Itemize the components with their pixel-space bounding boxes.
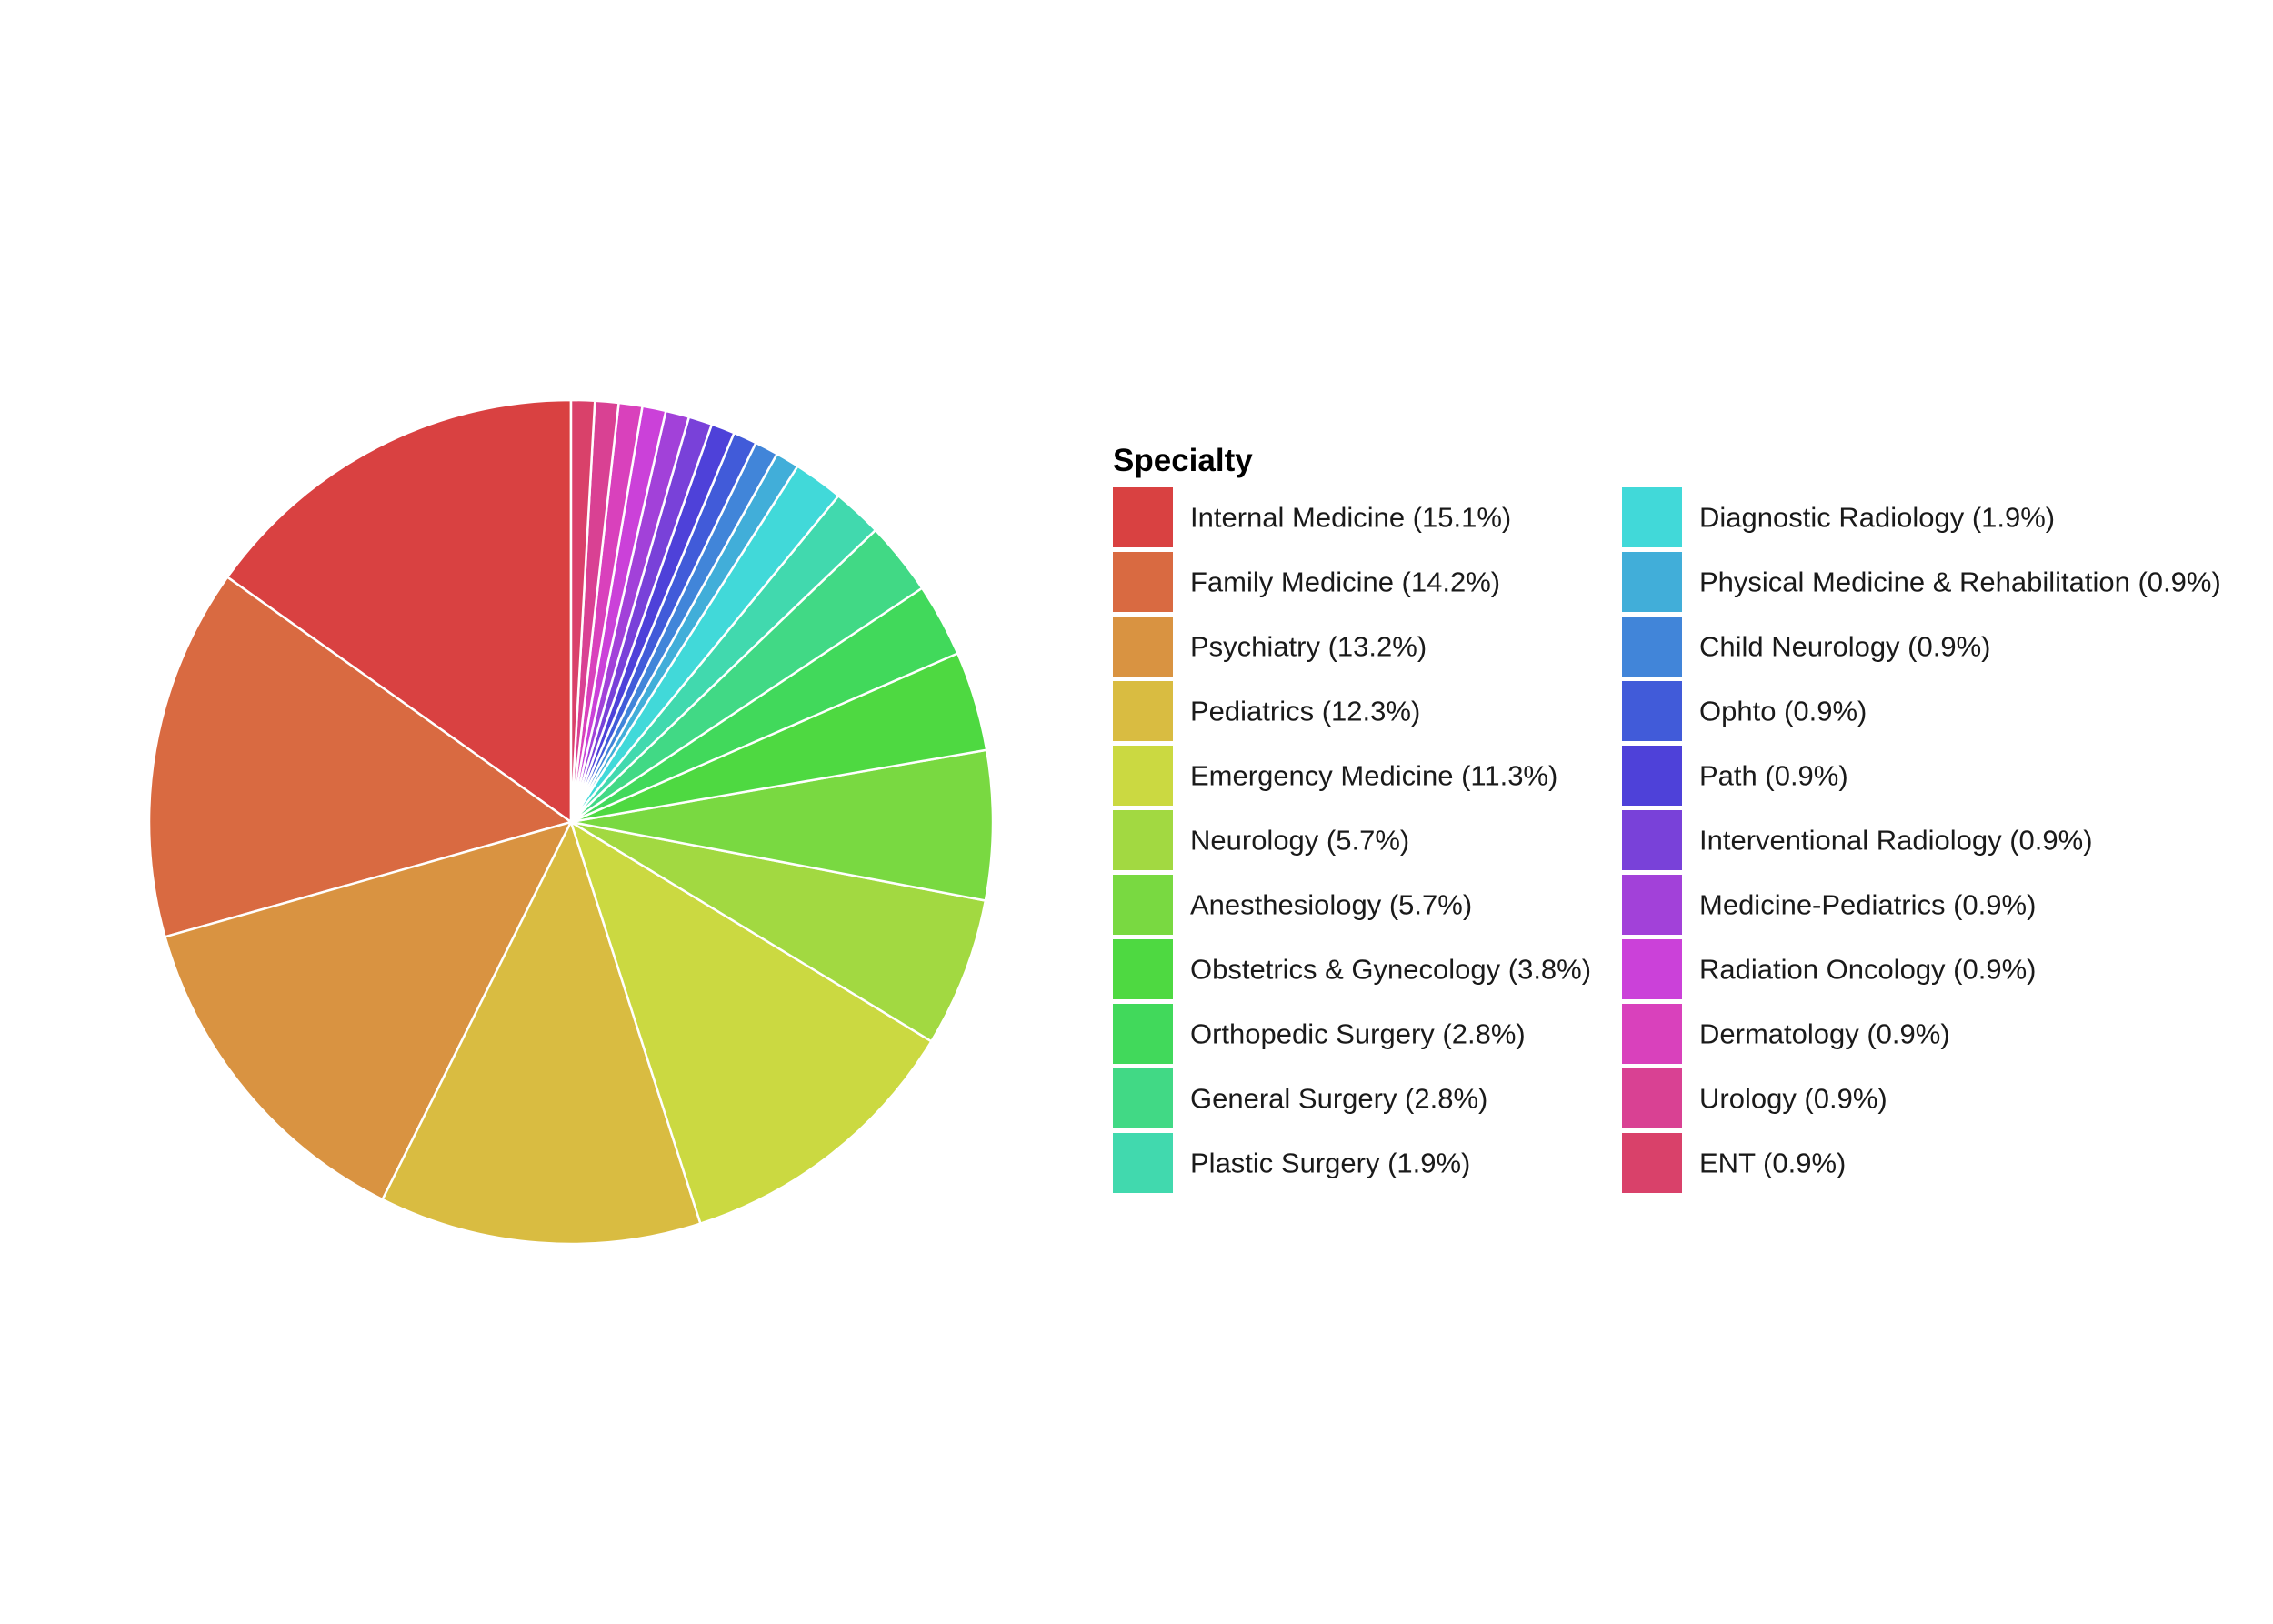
- legend-label: Physical Medicine & Rehabilitation (0.9%…: [1699, 566, 2221, 598]
- legend-swatch: [1622, 1004, 1682, 1064]
- legend-swatch: [1622, 552, 1682, 612]
- legend-swatch: [1622, 939, 1682, 999]
- legend-swatch: [1622, 487, 1682, 547]
- legend-swatch: [1113, 617, 1173, 677]
- legend: Specialty Internal Medicine (15.1%) Famil…: [1113, 443, 2221, 1193]
- legend-item-anesthesiology: Anesthesiology (5.7%): [1113, 875, 1472, 935]
- legend-label: Medicine-Pediatrics (0.9%): [1699, 889, 2036, 921]
- legend-item-orthopedic-surgery: Orthopedic Surgery (2.8%): [1113, 1004, 1526, 1064]
- legend-item-neurology: Neurology (5.7%): [1113, 810, 1409, 870]
- pie-slice-anesthesiology: [569, 748, 995, 902]
- legend-item-interventional-radiology: Interventional Radiology (0.9%): [1622, 810, 2093, 870]
- pie-slice-internal-medicine: [225, 398, 573, 824]
- legend-swatch: [1113, 1133, 1173, 1193]
- pie-slice-psychiatry: [164, 820, 573, 1201]
- legend-item-emergency-medicine: Emergency Medicine (11.3%): [1113, 746, 1557, 806]
- legend-label: Internal Medicine (15.1%): [1190, 502, 1511, 534]
- legend-swatch: [1622, 681, 1682, 741]
- pie-slice-neurology: [569, 820, 987, 1043]
- legend-swatch: [1113, 1068, 1173, 1128]
- legend-swatch: [1622, 617, 1682, 677]
- legend-item-diagnostic-radiology: Diagnostic Radiology (1.9%): [1622, 487, 2055, 547]
- legend-swatch: [1113, 552, 1173, 612]
- legend-label: Family Medicine (14.2%): [1190, 566, 1500, 598]
- legend-swatch: [1622, 746, 1682, 806]
- pie-slice-pediatrics: [381, 820, 702, 1246]
- pie-slice-ent: [569, 398, 596, 824]
- legend-label: Orthopedic Surgery (2.8%): [1190, 1018, 1526, 1050]
- legend-label: ENT (0.9%): [1699, 1148, 1846, 1179]
- legend-label: Path (0.9%): [1699, 760, 1848, 792]
- legend-label: General Surgery (2.8%): [1190, 1083, 1487, 1115]
- legend-item-pediatrics: Pediatrics (12.3%): [1113, 681, 1420, 741]
- legend-swatch: [1113, 681, 1173, 741]
- legend-swatch: [1113, 810, 1173, 870]
- legend-swatch: [1113, 939, 1173, 999]
- legend-swatch: [1113, 746, 1173, 806]
- legend-label: Ophto (0.9%): [1699, 696, 1867, 727]
- legend-swatch: [1113, 1004, 1173, 1064]
- legend-swatch: [1622, 1068, 1682, 1128]
- legend-item-internal-medicine: Internal Medicine (15.1%): [1113, 487, 1511, 547]
- legend-title: Specialty: [1113, 443, 1253, 478]
- legend-label: Child Neurology (0.9%): [1699, 631, 1990, 663]
- legend-item-urology: Urology (0.9%): [1622, 1068, 1887, 1128]
- legend-item-plastic-surgery: Plastic Surgery (1.9%): [1113, 1133, 1470, 1193]
- pie-slice-family-medicine: [147, 576, 573, 938]
- legend-label: Interventional Radiology (0.9%): [1699, 825, 2093, 857]
- legend-swatch: [1622, 1133, 1682, 1193]
- legend-label: Anesthesiology (5.7%): [1190, 889, 1472, 921]
- legend-item-general-surgery: General Surgery (2.8%): [1113, 1068, 1487, 1128]
- legend-item-ent: ENT (0.9%): [1622, 1133, 1846, 1193]
- legend-label: Dermatology (0.9%): [1699, 1018, 1950, 1050]
- legend-label: Urology (0.9%): [1699, 1083, 1887, 1115]
- legend-swatch: [1622, 875, 1682, 935]
- legend-label: Psychiatry (13.2%): [1190, 631, 1427, 663]
- legend-item-family-medicine: Family Medicine (14.2%): [1113, 552, 1500, 612]
- legend-swatch: [1113, 487, 1173, 547]
- legend-item-radiation-oncology: Radiation Oncology (0.9%): [1622, 939, 2036, 999]
- legend-items: Internal Medicine (15.1%) Family Medicine…: [1113, 487, 2221, 1193]
- legend-item-psychiatry: Psychiatry (13.2%): [1113, 617, 1427, 677]
- legend-label: Emergency Medicine (11.3%): [1190, 760, 1557, 792]
- pie-slice-emergency-medicine: [569, 820, 933, 1225]
- legend-item-path: Path (0.9%): [1622, 746, 1848, 806]
- pie-slices: [147, 398, 995, 1246]
- legend-label: Plastic Surgery (1.9%): [1190, 1148, 1470, 1179]
- legend-item-medicine-pediatrics: Medicine-Pediatrics (0.9%): [1622, 875, 2036, 935]
- legend-swatch: [1113, 875, 1173, 935]
- legend-item-physical-medicine-rehabilitation: Physical Medicine & Rehabilitation (0.9%…: [1622, 552, 2221, 612]
- legend-item-obstetrics-gynecology: Obstetrics & Gynecology (3.8%): [1113, 939, 1591, 999]
- legend-label: Neurology (5.7%): [1190, 825, 1409, 857]
- legend-label: Obstetrics & Gynecology (3.8%): [1190, 954, 1591, 986]
- legend-item-child-neurology: Child Neurology (0.9%): [1622, 617, 1990, 677]
- legend-label: Diagnostic Radiology (1.9%): [1699, 502, 2055, 534]
- legend-label: Pediatrics (12.3%): [1190, 696, 1420, 727]
- legend-item-dermatology: Dermatology (0.9%): [1622, 1004, 1950, 1064]
- legend-item-ophto: Ophto (0.9%): [1622, 681, 1867, 741]
- legend-swatch: [1622, 810, 1682, 870]
- legend-label: Radiation Oncology (0.9%): [1699, 954, 2036, 986]
